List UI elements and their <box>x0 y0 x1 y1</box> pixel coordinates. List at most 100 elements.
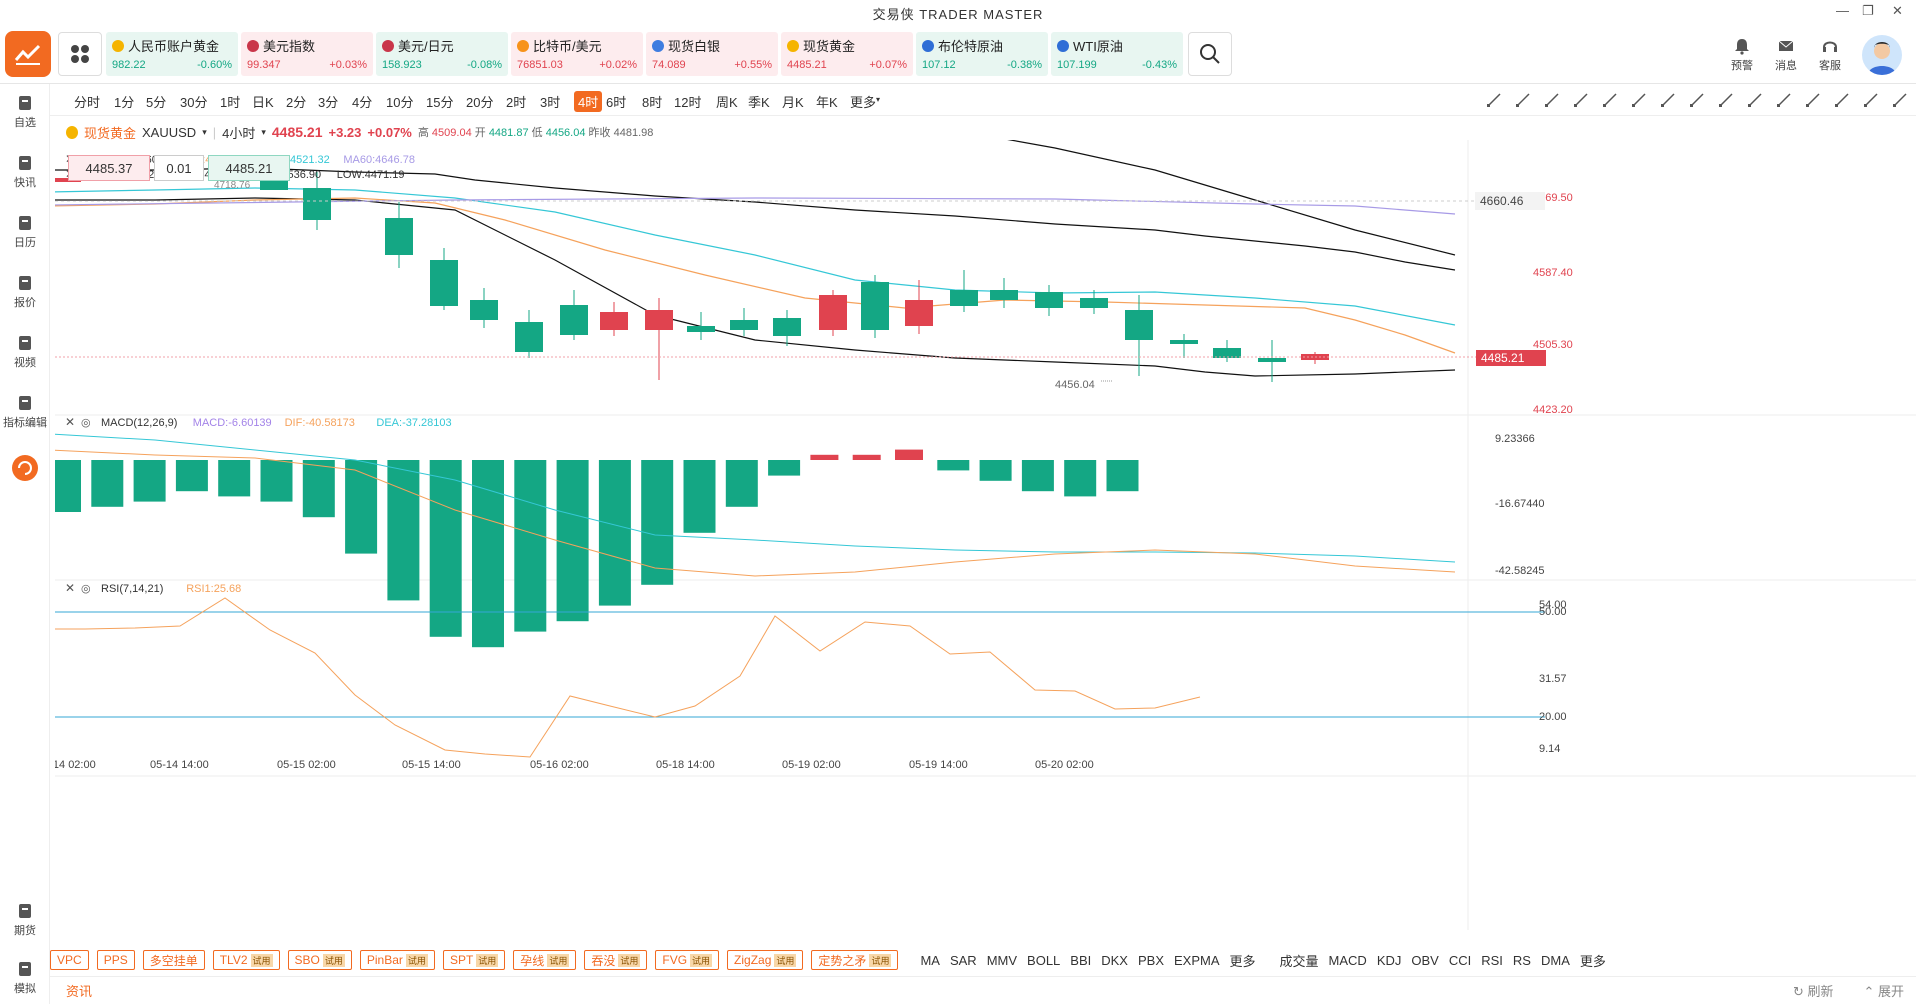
timeframe-18[interactable]: 周K <box>716 95 738 110</box>
strategy-tag-5[interactable]: PinBar 试用 <box>359 950 435 970</box>
strategy-tag-9[interactable]: FVG 试用 <box>655 950 720 970</box>
main-indicator-6[interactable]: PBX <box>1137 952 1164 968</box>
timeframe-7[interactable]: 3分 <box>318 95 339 110</box>
timeframe-13[interactable]: 3时 <box>540 95 561 110</box>
expand-button[interactable]: ⌃ 展开 <box>1863 984 1904 999</box>
sidebar-item-0[interactable]: 自选 <box>0 94 50 130</box>
timeframe-19[interactable]: 季K <box>748 95 770 110</box>
timeframe-12[interactable]: 2时 <box>506 95 527 110</box>
close-icon[interactable]: ✕ <box>1892 3 1904 18</box>
sub-indicator-8[interactable]: 更多 <box>1579 953 1606 969</box>
message-button[interactable]: 消息 <box>1764 37 1808 73</box>
lock-icon[interactable] <box>1834 92 1850 108</box>
image-icon[interactable] <box>1689 92 1705 108</box>
timeframe-9[interactable]: 10分 <box>386 95 414 110</box>
timeframe-22[interactable]: 更多 <box>850 95 877 110</box>
sidebar-item-6[interactable] <box>0 454 50 484</box>
arrow-icon[interactable] <box>1573 92 1589 108</box>
edit-icon[interactable] <box>1747 92 1763 108</box>
strategy-tag-2[interactable]: 多空挂单 <box>142 950 205 970</box>
ticker-0[interactable]: 人民币账户黄金 982.22 -0.60% <box>106 32 238 76</box>
buy-price-button[interactable]: 4485.21 <box>208 155 290 181</box>
menu-grid-button[interactable] <box>58 32 102 76</box>
main-indicator-2[interactable]: MMV <box>986 952 1018 968</box>
service-button[interactable]: 客服 <box>1808 37 1852 73</box>
sub-indicator-1[interactable]: MACD <box>1328 952 1367 968</box>
pen-icon[interactable] <box>1660 92 1676 108</box>
ticker-5[interactable]: 现货黄金 4485.21 +0.07% <box>781 32 913 76</box>
sub-indicator-2[interactable]: KDJ <box>1376 952 1402 968</box>
main-indicator-1[interactable]: SAR <box>949 952 977 968</box>
timeframe-3[interactable]: 30分 <box>180 95 208 110</box>
magnet-icon[interactable] <box>1805 92 1821 108</box>
user-avatar[interactable] <box>1862 35 1902 75</box>
sub-indicator-5[interactable]: RSI <box>1481 952 1503 968</box>
symbol-name[interactable]: 现货黄金 <box>84 125 137 141</box>
timeframe-4[interactable]: 1时 <box>220 95 241 110</box>
strategy-tag-10[interactable]: ZigZag 试用 <box>727 950 804 970</box>
strategy-tag-3[interactable]: TLV2 试用 <box>212 950 280 970</box>
strategy-tag-4[interactable]: SBO 试用 <box>287 950 352 970</box>
strategy-tag-7[interactable]: 孕线 试用 <box>513 950 577 970</box>
eye-icon[interactable] <box>1863 92 1879 108</box>
sidebar-item-7[interactable]: 期货 <box>0 902 50 938</box>
main-indicator-3[interactable]: BOLL <box>1027 952 1061 968</box>
refresh-button[interactable]: ↻ 刷新 <box>1792 984 1834 999</box>
strategy-tag-6[interactable]: SPT 试用 <box>442 950 506 970</box>
main-indicator-7[interactable]: EXPMA <box>1174 952 1220 968</box>
main-indicator-5[interactable]: DKX <box>1101 952 1128 968</box>
ray-icon[interactable] <box>1515 92 1531 108</box>
symbol-code[interactable]: XAUUSD <box>142 124 197 140</box>
line-icon[interactable] <box>1486 92 1502 108</box>
restore-icon[interactable]: ❐ <box>1862 3 1875 18</box>
ticker-4[interactable]: 现货白银 74.089 +0.55% <box>646 32 778 76</box>
ticker-3[interactable]: 比特币/美元 76851.03 +0.02% <box>511 32 643 76</box>
period-label[interactable]: 4小时 <box>222 125 256 141</box>
ticker-7[interactable]: WTI原油 107.199 -0.43% <box>1051 32 1183 76</box>
news-tab[interactable]: 资讯 <box>66 984 93 999</box>
timeframe-5[interactable]: 日K <box>252 95 274 110</box>
timeframe-1[interactable]: 1分 <box>114 95 135 110</box>
timeframe-10[interactable]: 15分 <box>426 95 454 110</box>
sidebar-item-1[interactable]: 快讯 <box>0 154 50 190</box>
main-indicator-0[interactable]: MA <box>920 952 940 968</box>
timeframe-0[interactable]: 分时 <box>74 95 101 110</box>
timeframe-17[interactable]: 12时 <box>674 95 702 110</box>
strategy-tag-8[interactable]: 吞没 试用 <box>584 950 648 970</box>
timeframe-20[interactable]: 月K <box>782 95 804 110</box>
sub-indicator-6[interactable]: RS <box>1512 952 1531 968</box>
sell-price-button[interactable]: 4485.37 <box>68 155 150 181</box>
app-logo-icon[interactable] <box>5 31 51 77</box>
search-button[interactable] <box>1188 32 1232 76</box>
channel-icon[interactable] <box>1631 92 1647 108</box>
strategy-tag-11[interactable]: 定势之矛 试用 <box>811 950 899 970</box>
sub-indicator-0[interactable]: 成交量 <box>1279 953 1319 969</box>
sidebar-item-2[interactable]: 日历 <box>0 214 50 250</box>
sidebar-item-3[interactable]: 报价 <box>0 274 50 310</box>
sidebar-item-5[interactable]: 指标编辑 <box>0 394 50 430</box>
timeframe-2[interactable]: 5分 <box>146 95 167 110</box>
minimize-icon[interactable]: — <box>1836 3 1850 18</box>
strategy-tag-1[interactable]: PPS <box>96 950 135 970</box>
timeframe-15[interactable]: 6时 <box>606 95 627 110</box>
chart-area[interactable]: 4751.604669.504587.404505.304423.204660.… <box>37 119 1916 940</box>
eraser-icon[interactable] <box>1776 92 1792 108</box>
timeframe-16[interactable]: 8时 <box>642 95 663 110</box>
strategy-tag-0[interactable]: VPC <box>50 950 89 970</box>
fib-icon[interactable] <box>1602 92 1618 108</box>
ticker-1[interactable]: 美元指数 99.347 +0.03% <box>241 32 373 76</box>
main-indicator-4[interactable]: BBI <box>1070 952 1092 968</box>
text-icon[interactable] <box>1718 92 1734 108</box>
timeframe-11[interactable]: 20分 <box>466 95 494 110</box>
sub-indicator-7[interactable]: DMA <box>1540 952 1570 968</box>
sidebar-item-8[interactable]: 模拟 <box>0 960 50 996</box>
ticker-6[interactable]: 布伦特原油 107.12 -0.38% <box>916 32 1048 76</box>
sub-indicator-3[interactable]: OBV <box>1411 952 1439 968</box>
chart-svg[interactable]: 4751.604669.504587.404505.304423.204660.… <box>37 119 1916 940</box>
alert-button[interactable]: 预警 <box>1720 37 1764 73</box>
trash-icon[interactable] <box>1892 92 1908 108</box>
main-indicator-8[interactable]: 更多 <box>1229 953 1256 969</box>
ticker-2[interactable]: 美元/日元 158.923 -0.08% <box>376 32 508 76</box>
quantity-stepper[interactable]: 0.01 <box>154 155 204 181</box>
sidebar-item-4[interactable]: 视频 <box>0 334 50 370</box>
